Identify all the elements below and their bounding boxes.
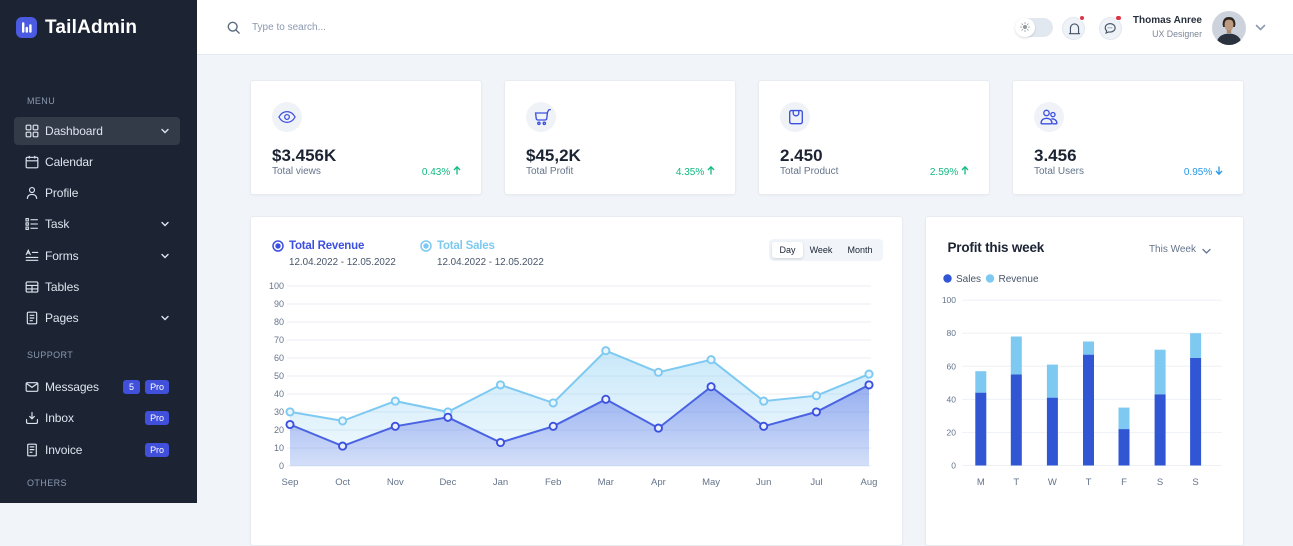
svg-text:100: 100 [942, 295, 956, 305]
svg-text:Nov: Nov [387, 477, 404, 488]
svg-text:S: S [1157, 477, 1163, 488]
svg-text:70: 70 [274, 335, 284, 345]
svg-text:0: 0 [279, 461, 284, 471]
svg-text:Mar: Mar [598, 477, 614, 488]
svg-text:May: May [702, 477, 720, 488]
svg-text:50: 50 [274, 371, 284, 381]
svg-text:Jun: Jun [756, 477, 771, 488]
svg-text:80: 80 [947, 328, 957, 338]
svg-text:30: 30 [274, 407, 284, 417]
svg-text:80: 80 [274, 317, 284, 327]
svg-text:Sep: Sep [282, 477, 299, 488]
svg-text:Revenue: Revenue [999, 274, 1039, 285]
svg-text:100: 100 [269, 281, 284, 291]
svg-text:10: 10 [274, 443, 284, 453]
svg-text:Feb: Feb [545, 477, 561, 488]
svg-text:Apr: Apr [651, 477, 666, 488]
svg-text:S: S [1192, 477, 1198, 488]
svg-text:Dec: Dec [439, 477, 456, 488]
svg-text:M: M [977, 477, 985, 488]
svg-text:Jan: Jan [493, 477, 508, 488]
svg-text:90: 90 [274, 299, 284, 309]
svg-text:40: 40 [947, 394, 957, 404]
svg-text:40: 40 [274, 389, 284, 399]
svg-text:20: 20 [274, 425, 284, 435]
svg-text:20: 20 [947, 427, 957, 437]
svg-text:Sales: Sales [956, 274, 981, 285]
svg-text:60: 60 [947, 361, 957, 371]
svg-text:Oct: Oct [335, 477, 350, 488]
svg-text:T: T [1086, 477, 1092, 488]
svg-text:Aug: Aug [861, 477, 878, 488]
svg-text:Jul: Jul [810, 477, 822, 488]
svg-text:T: T [1013, 477, 1019, 488]
svg-text:W: W [1048, 477, 1057, 488]
svg-text:60: 60 [274, 353, 284, 363]
svg-text:0: 0 [951, 461, 956, 471]
svg-text:F: F [1121, 477, 1127, 488]
